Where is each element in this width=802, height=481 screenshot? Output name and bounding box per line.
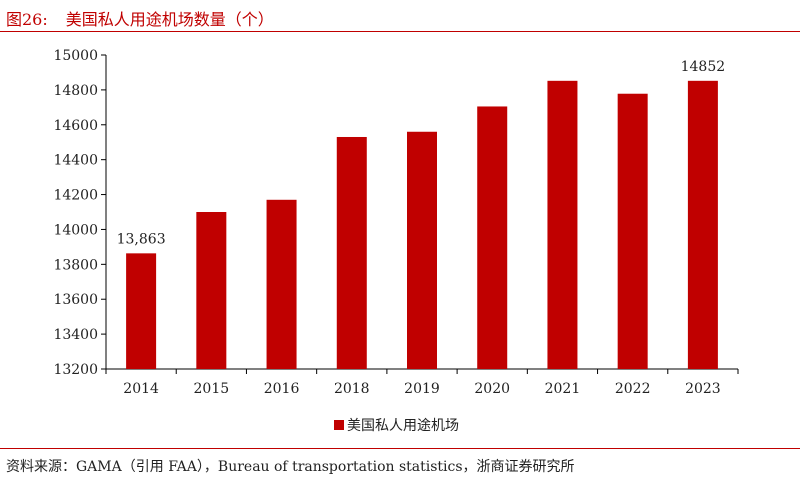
figure-title: 图26: 美国私人用途机场数量（个）	[6, 6, 274, 30]
data-label: 13,863	[117, 231, 166, 247]
y-tick-label: 14800	[53, 83, 98, 99]
bar-2021	[547, 80, 578, 369]
bar-2018	[336, 136, 367, 369]
y-tick-label: 14400	[53, 153, 98, 169]
x-tick-label: 2022	[615, 381, 651, 397]
x-tick-label: 2014	[123, 381, 159, 397]
x-tick-label: 2023	[685, 381, 721, 397]
x-tick-label: 2021	[545, 381, 581, 397]
x-tick-label: 2019	[404, 381, 440, 397]
x-tick-label: 2016	[264, 381, 300, 397]
y-tick-label: 13800	[53, 257, 98, 273]
bar-2020	[477, 106, 508, 369]
y-tick-label: 15000	[53, 48, 98, 64]
y-tick-label: 14000	[53, 222, 98, 238]
bar-2023	[687, 80, 718, 369]
title-divider	[0, 31, 800, 32]
legend-swatch	[334, 420, 344, 430]
x-tick-label: 2020	[474, 381, 510, 397]
legend-label: 美国私人用途机场	[347, 418, 459, 434]
source-note: 资料来源：GAMA（引用 FAA），Bureau of transportati…	[6, 459, 575, 475]
bar-2015	[196, 212, 227, 369]
y-tick-label: 13400	[53, 327, 98, 343]
y-tick-label: 14600	[53, 118, 98, 134]
figure-label: 图26:	[6, 10, 48, 29]
footer-divider	[0, 448, 800, 449]
bar-2016	[266, 199, 297, 369]
y-tick-label: 14200	[53, 188, 98, 204]
chart-title: 美国私人用途机场数量（个）	[65, 10, 274, 29]
bar-2022	[617, 93, 648, 369]
bar-2014	[126, 253, 157, 369]
y-tick-label: 13600	[53, 292, 98, 308]
x-tick-label: 2018	[334, 381, 370, 397]
x-tick-label: 2015	[194, 381, 230, 397]
legend: 美国私人用途机场	[334, 415, 459, 435]
bar-2019	[407, 131, 437, 369]
y-tick-label: 13200	[53, 362, 98, 378]
data-label: 14852	[681, 59, 726, 75]
plot-area: 13200 13400 13600 13800 14000 14200 14400 14600…	[53, 48, 739, 397]
